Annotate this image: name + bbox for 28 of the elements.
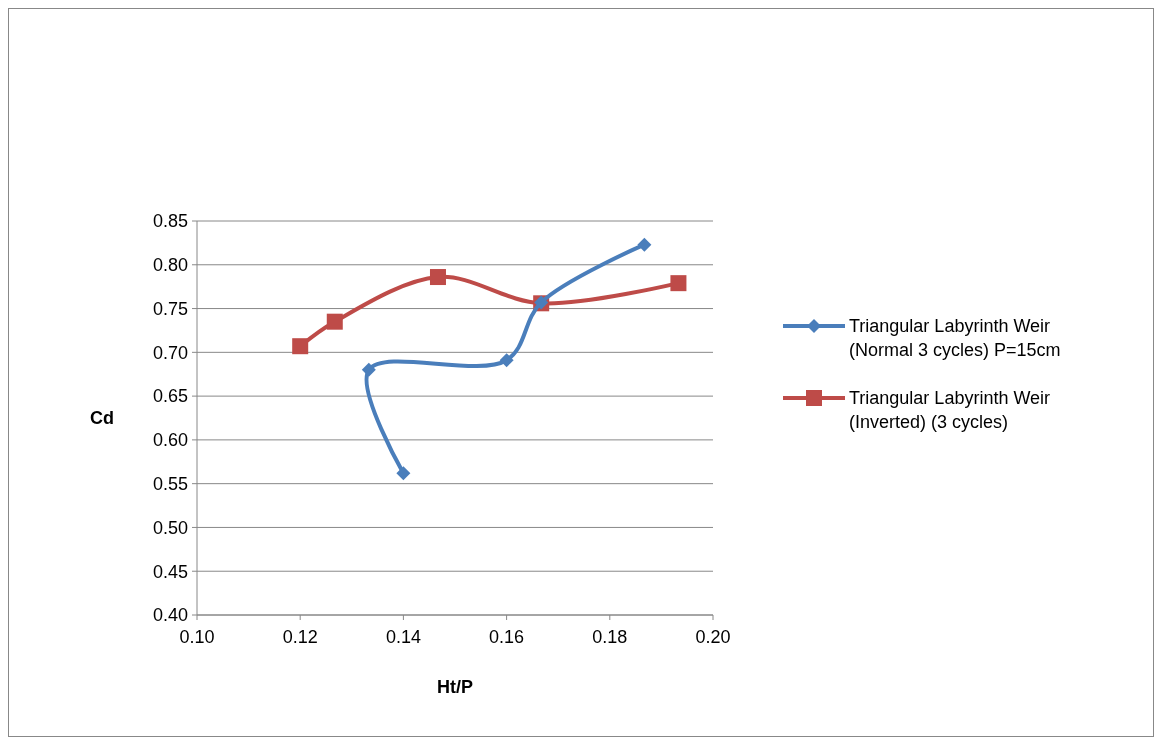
point [292, 338, 309, 355]
y-axis-title: Cd [90, 408, 114, 429]
x-tick-label: 0.20 [695, 627, 731, 647]
point [637, 237, 652, 252]
x-tick-label: 0.16 [489, 627, 525, 647]
point [326, 313, 343, 330]
y-tick-label: 0.50 [152, 517, 188, 538]
y-tick-label: 0.45 [152, 561, 188, 582]
y-tick-label: 0.55 [152, 473, 188, 494]
y-tick-label: 0.40 [152, 605, 188, 626]
y-tick-label: 0.80 [152, 255, 188, 276]
x-tick-label: 0.12 [282, 627, 318, 647]
point [396, 466, 411, 481]
x-tick-label: 0.18 [592, 627, 628, 647]
point [361, 362, 376, 377]
legend-label: Triangular Labyrinth Weir (Inverted) (3 cycles) [849, 388, 1051, 433]
point [429, 269, 446, 286]
y-tick-label: 0.85 [152, 211, 188, 232]
legend-label: Triangular Labyrinth Weir (Normal 3 cycles) P=15cm [849, 316, 1061, 361]
x-tick-label: 0.10 [179, 627, 215, 647]
y-tick-label: 0.60 [152, 430, 188, 451]
y-tick-label: 0.70 [152, 342, 188, 363]
y-tick-label: 0.65 [152, 386, 188, 407]
y-tick-label: 0.75 [152, 298, 188, 319]
point [499, 353, 514, 368]
x-axis-title: Ht/P [437, 677, 473, 697]
point [670, 275, 687, 292]
x-tick-label: 0.14 [385, 627, 421, 647]
